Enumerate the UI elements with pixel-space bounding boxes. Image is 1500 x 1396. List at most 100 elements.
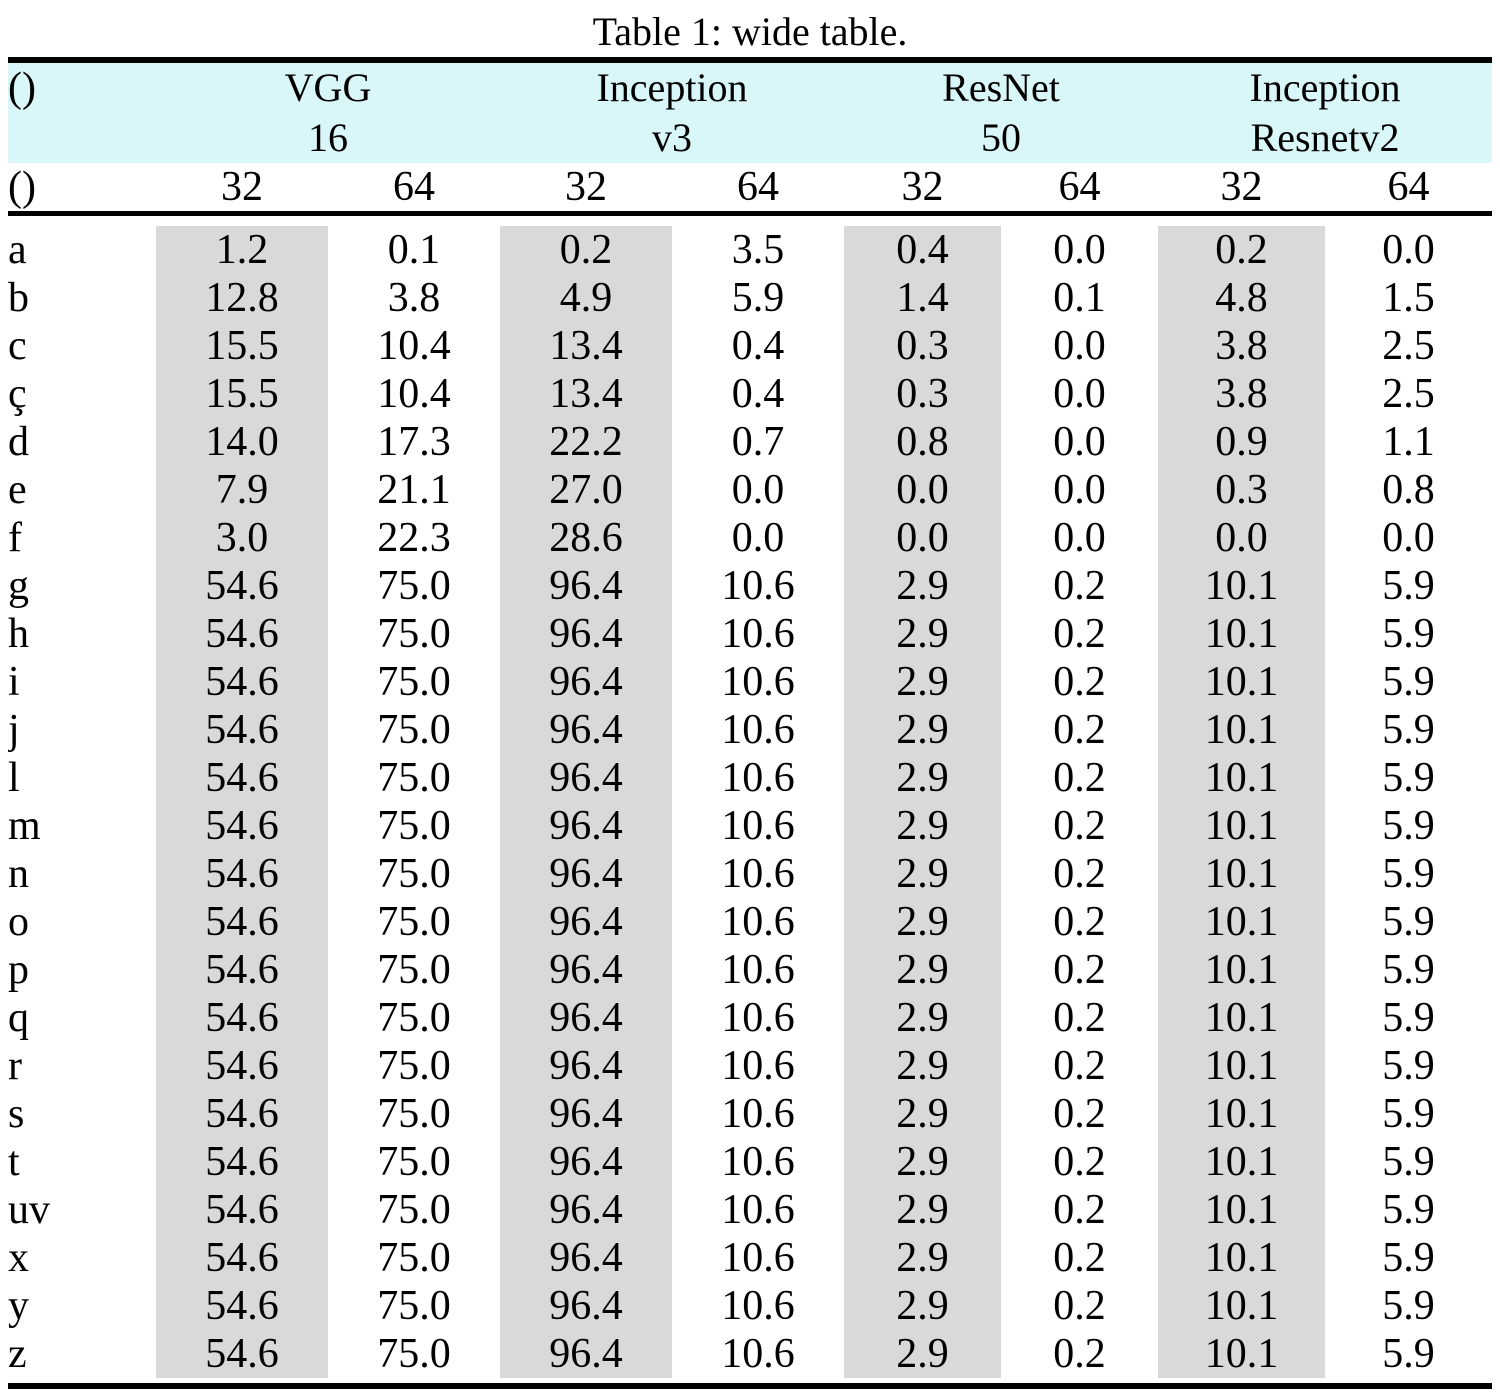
cell-value: 12.8	[156, 274, 328, 322]
row-label: uv	[8, 1187, 50, 1233]
group-header-vgg-16: VGG 16	[156, 60, 500, 163]
caption-text: Table 1: wide table.	[592, 9, 908, 54]
row-label: b	[8, 275, 29, 321]
group-variant: 16	[308, 115, 348, 160]
cell-value: 0.2	[1053, 562, 1106, 609]
cell-value: 96.4	[500, 994, 673, 1042]
cell-value: 3.0	[156, 514, 328, 562]
cell-value: 0.1	[1053, 274, 1106, 321]
group-variant: 50	[981, 115, 1022, 160]
cell-value: 0.4	[844, 226, 1002, 274]
cell-value: 10.6	[721, 658, 795, 705]
cell-value: 10.1	[1158, 946, 1326, 994]
row-label: y	[8, 1283, 29, 1329]
table-row: g 54.6 75.0 96.4 10.6 2.9 0.2 10.1 5.9	[8, 562, 1492, 610]
cell-value: 54.6	[156, 1234, 328, 1282]
cell-value: 2.9	[844, 850, 1002, 898]
cell-value: 2.9	[844, 754, 1002, 802]
cell-value: 5.9	[1382, 1330, 1435, 1377]
row-label: l	[8, 755, 20, 801]
cell-value: 10.6	[721, 1186, 795, 1233]
cell-value: 54.6	[156, 562, 328, 610]
subcolumn-header: 64	[1058, 163, 1101, 210]
table-row: s 54.6 75.0 96.4 10.6 2.9 0.2 10.1 5.9	[8, 1090, 1492, 1138]
cell-value: 10.1	[1158, 994, 1326, 1042]
cell-value: 0.2	[1053, 946, 1106, 993]
spacer-cell	[8, 1378, 1493, 1386]
table-row: y 54.6 75.0 96.4 10.6 2.9 0.2 10.1 5.9	[8, 1282, 1492, 1330]
cell-value: 2.9	[844, 1042, 1002, 1090]
cell-value: 54.6	[156, 610, 328, 658]
cell-value: 75.0	[377, 994, 451, 1041]
subcolumn-header: 64	[737, 163, 780, 210]
cell-value: 10.6	[721, 1138, 795, 1185]
cell-value: 54.6	[156, 658, 328, 706]
cell-value: 96.4	[500, 802, 673, 850]
cell-value: 2.9	[844, 706, 1002, 754]
cell-value: 54.6	[156, 1042, 328, 1090]
cell-value: 54.6	[156, 1330, 328, 1378]
cell-value: 3.8	[1158, 322, 1326, 370]
cell-value: 10.6	[721, 1282, 795, 1329]
cell-value: 0.8	[1382, 466, 1435, 513]
cell-value: 0.0	[844, 466, 1002, 514]
cell-value: 54.6	[156, 754, 328, 802]
cell-value: 0.9	[1158, 418, 1326, 466]
cell-value: 0.2	[1053, 994, 1106, 1041]
cell-value: 54.6	[156, 946, 328, 994]
corner-cell-sub: ()	[8, 164, 36, 210]
cell-value: 54.6	[156, 1186, 328, 1234]
cell-value: 0.0	[1053, 514, 1106, 561]
cell-value: 0.0	[1053, 226, 1106, 273]
cell-value: 5.9	[1382, 562, 1435, 609]
cell-value: 7.9	[156, 466, 328, 514]
cell-value: 0.2	[500, 226, 673, 274]
group-variant: v3	[652, 115, 693, 160]
cell-value: 13.4	[500, 370, 673, 418]
corner-cell-top: ()	[8, 65, 36, 111]
row-label: c	[8, 323, 27, 369]
cell-value: 10.6	[721, 1330, 795, 1377]
cell-value: 2.9	[844, 994, 1002, 1042]
cell-value: 75.0	[377, 562, 451, 609]
cell-value: 4.9	[500, 274, 673, 322]
cell-value: 10.6	[721, 610, 795, 657]
spacer-row	[8, 1378, 1493, 1386]
table-row: m 54.6 75.0 96.4 10.6 2.9 0.2 10.1 5.9	[8, 802, 1492, 850]
cell-value: 0.1	[387, 226, 441, 273]
table-body: a 1.2 0.1 0.2 3.5 0.4 0.0 0.2 0.0 b 12.8 3.8 4.9 5.9 1…	[8, 213, 1493, 1386]
cell-value: 1.5	[1382, 274, 1435, 321]
cell-value: 5.9	[1382, 658, 1435, 705]
cell-value: 15.5	[156, 322, 328, 370]
row-label: g	[8, 563, 29, 609]
table-row: p 54.6 75.0 96.4 10.6 2.9 0.2 10.1 5.9	[8, 946, 1492, 994]
cell-value: 2.9	[844, 1282, 1002, 1330]
row-label: m	[8, 803, 41, 849]
cell-value: 75.0	[377, 946, 451, 993]
cell-value: 0.2	[1053, 658, 1106, 705]
group-name: VGG	[284, 65, 372, 110]
cell-value: 75.0	[377, 1282, 451, 1329]
cell-value: 0.7	[731, 418, 785, 465]
cell-value: 96.4	[500, 1330, 673, 1378]
table-row: q 54.6 75.0 96.4 10.6 2.9 0.2 10.1 5.9	[8, 994, 1492, 1042]
cell-value: 4.8	[1158, 274, 1326, 322]
cell-value: 1.2	[156, 226, 328, 274]
cell-value: 96.4	[500, 1282, 673, 1330]
cell-value: 96.4	[500, 610, 673, 658]
cell-value: 54.6	[156, 1282, 328, 1330]
row-label: f	[8, 515, 22, 561]
cell-value: 0.2	[1053, 1090, 1106, 1137]
row-label: d	[8, 419, 29, 465]
cell-value: 2.9	[844, 658, 1002, 706]
cell-value: 2.9	[844, 1138, 1002, 1186]
cell-value: 0.0	[1053, 466, 1106, 513]
table-row: t 54.6 75.0 96.4 10.6 2.9 0.2 10.1 5.9	[8, 1138, 1492, 1186]
cell-value: 5.9	[1382, 610, 1435, 657]
cell-value: 75.0	[377, 1186, 451, 1233]
spacer-cell	[8, 213, 1493, 226]
table-header: () VGG 16 Inception v3 ResNet 50 Incepti…	[8, 60, 1493, 214]
cell-value: 10.4	[377, 370, 451, 417]
cell-value: 0.2	[1053, 1186, 1106, 1233]
